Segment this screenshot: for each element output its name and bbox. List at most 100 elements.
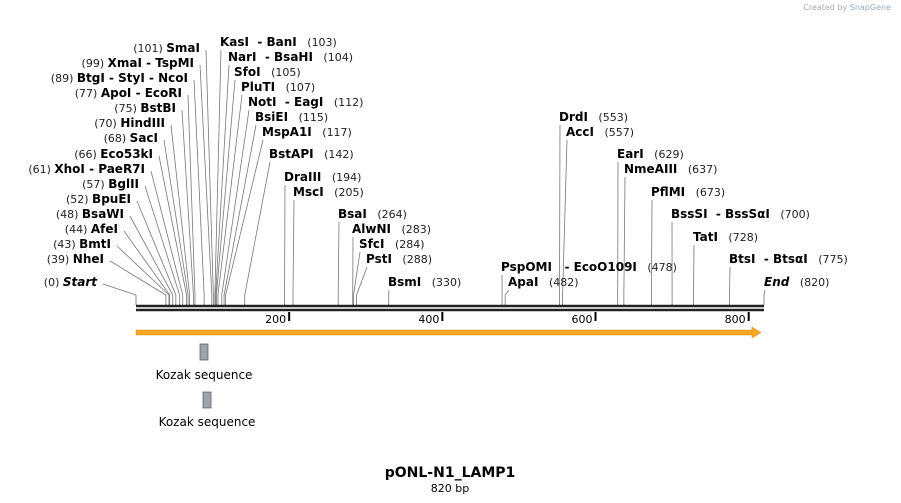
site-label-bpuei[interactable]: (52) BpuEI bbox=[66, 192, 131, 206]
enzyme-name: PspOMI - EcoO109I bbox=[501, 260, 637, 274]
site-position: (101) bbox=[133, 42, 166, 55]
site-label-mspa1i[interactable]: MspA1I (117) bbox=[262, 125, 352, 139]
leader-line bbox=[504, 289, 510, 305]
leader-line bbox=[292, 199, 295, 305]
site-position: (68) bbox=[104, 132, 130, 145]
leader-line bbox=[214, 49, 222, 305]
site-label-xmai-tspmi[interactable]: (99) XmaI - TspMI bbox=[82, 56, 194, 70]
leader-line bbox=[187, 94, 196, 305]
site-label-pspomi-ecoo109i[interactable]: PspOMI - EcoO109I (478) bbox=[501, 260, 677, 274]
enzyme-name: MspA1I bbox=[262, 125, 312, 139]
site-label-sfoi[interactable]: SfoI (105) bbox=[234, 65, 301, 79]
site-position: (117) bbox=[312, 126, 352, 139]
site-label-tati[interactable]: TatI (728) bbox=[693, 230, 758, 244]
enzyme-name: SacI bbox=[130, 131, 158, 145]
enzyme-name: DrdI bbox=[559, 110, 588, 124]
site-label-bsssi-bsss-i[interactable]: BssSI - BssSαI (700) bbox=[671, 207, 810, 221]
leader-line bbox=[163, 139, 189, 305]
site-label-eari[interactable]: EarI (629) bbox=[617, 147, 684, 161]
site-label-noti-eagi[interactable]: NotI - EagI (112) bbox=[248, 95, 363, 109]
kozak-feature-1[interactable] bbox=[199, 343, 209, 361]
leader-line bbox=[102, 283, 137, 305]
site-position: (61) bbox=[28, 163, 54, 176]
site-label-bsmi[interactable]: BsmI (330) bbox=[388, 275, 461, 289]
site-label-bglii[interactable]: (57) BglII bbox=[82, 177, 139, 191]
site-position: (104) bbox=[313, 51, 353, 64]
site-label-btgi-styi-ncoi[interactable]: (89) BtgI - StyI - NcoI bbox=[51, 71, 188, 85]
site-label-end[interactable]: End (820) bbox=[764, 275, 829, 289]
site-label-btsi-bts-i[interactable]: BtsI - BtsαI (775) bbox=[729, 252, 848, 266]
site-label-eco53ki[interactable]: (66) Eco53kI bbox=[74, 147, 153, 161]
site-position: (52) bbox=[66, 193, 92, 206]
site-position: (112) bbox=[323, 96, 363, 109]
site-labels: (101) SmaI(99) XmaI - TspMI(89) BtgI - S… bbox=[28, 35, 848, 289]
site-label-pflmi[interactable]: PflMI (673) bbox=[651, 185, 725, 199]
site-label-nmeaiii[interactable]: NmeAIII (637) bbox=[624, 162, 717, 176]
enzyme-name: AlwNI bbox=[352, 222, 391, 236]
site-label-apoi-ecori[interactable]: (77) ApoI - EcoRI bbox=[75, 86, 182, 100]
site-label-psti[interactable]: PstI (288) bbox=[366, 252, 432, 266]
site-label-bsawi[interactable]: (48) BsaWI bbox=[56, 207, 124, 221]
site-label-draiii[interactable]: DraIII (194) bbox=[284, 170, 361, 184]
site-label-bsiei[interactable]: BsiEI (115) bbox=[255, 110, 328, 124]
site-label-pluti[interactable]: PluTI (107) bbox=[241, 80, 315, 94]
site-label-nhei[interactable]: (39) NheI bbox=[47, 252, 104, 266]
leader-line bbox=[109, 260, 167, 305]
site-label-hindiii[interactable]: (70) HindIII bbox=[94, 116, 165, 130]
site-label-bstbi[interactable]: (75) BstBI bbox=[114, 101, 176, 115]
site-label-saci[interactable]: (68) SacI bbox=[104, 131, 158, 145]
tick-label: 400 bbox=[418, 313, 439, 326]
site-label-kasi-bani[interactable]: KasI - BanI (103) bbox=[220, 35, 337, 49]
leader-line bbox=[356, 266, 368, 305]
enzyme-name: NmeAIII bbox=[624, 162, 677, 176]
site-position: (103) bbox=[297, 36, 337, 49]
site-position: (482) bbox=[538, 276, 578, 289]
enzyme-name: NheI bbox=[73, 252, 104, 266]
site-label-apai[interactable]: ApaI (482) bbox=[508, 275, 579, 289]
tick-label: 800 bbox=[725, 313, 746, 326]
site-position: (44) bbox=[65, 223, 91, 236]
enzyme-name: BsaI bbox=[338, 207, 367, 221]
leader-line bbox=[217, 94, 243, 305]
site-label-xhoi-paer7i[interactable]: (61) XhoI - PaeR7I bbox=[28, 162, 145, 176]
site-label-bmti[interactable]: (43) BmtI bbox=[53, 237, 111, 251]
site-position: (673) bbox=[685, 186, 725, 199]
site-label-alwni[interactable]: AlwNI (283) bbox=[352, 222, 431, 236]
site-label-msci[interactable]: MscI (205) bbox=[293, 185, 364, 199]
site-position: (330) bbox=[421, 276, 461, 289]
leader-line bbox=[337, 221, 340, 305]
site-position: (637) bbox=[677, 163, 717, 176]
leader-line bbox=[651, 199, 653, 305]
site-label-bstapi[interactable]: BstAPI (142) bbox=[269, 147, 354, 161]
leader-line bbox=[123, 230, 171, 305]
site-label-afei[interactable]: (44) AfeI bbox=[65, 222, 118, 236]
site-position: (557) bbox=[594, 126, 634, 139]
site-label-bsai[interactable]: BsaI (264) bbox=[338, 207, 407, 221]
enzyme-name: BtsI - BtsαI bbox=[729, 252, 808, 266]
kozak-feature-2[interactable] bbox=[202, 391, 212, 409]
site-label-drdi[interactable]: DrdI (553) bbox=[559, 110, 628, 124]
site-label-sfci[interactable]: SfcI (284) bbox=[359, 237, 425, 251]
site-position: (57) bbox=[82, 178, 108, 191]
leader-line bbox=[158, 155, 187, 305]
site-position: (39) bbox=[47, 253, 73, 266]
leader-line bbox=[216, 79, 236, 305]
enzyme-name: AfeI bbox=[91, 222, 118, 236]
site-label-nari-bsahi[interactable]: NarI - BsaHI (104) bbox=[228, 50, 353, 64]
leader-line bbox=[562, 139, 568, 305]
ruler-ticks: 200 400 600 800 bbox=[265, 312, 750, 326]
site-label-acci[interactable]: AccI (557) bbox=[566, 125, 634, 139]
plasmid-title: pONL-N1_LAMP1 bbox=[385, 465, 516, 481]
site-label-start[interactable]: (0) Start bbox=[44, 275, 98, 289]
feature-cds-arrow[interactable] bbox=[135, 326, 762, 339]
enzyme-name: BglII bbox=[108, 177, 139, 191]
enzyme-name: BsiEI bbox=[255, 110, 288, 124]
enzyme-name: XmaI - TspMI bbox=[108, 56, 194, 70]
snapgene-credit: Created by SnapGene bbox=[803, 3, 891, 12]
enzyme-name: ApoI - EcoRI bbox=[101, 86, 182, 100]
enzyme-name: BsaWI bbox=[82, 207, 124, 221]
leader-line bbox=[136, 200, 177, 305]
site-label-smai[interactable]: (101) SmaI bbox=[133, 41, 200, 55]
site-position: (77) bbox=[75, 87, 101, 100]
